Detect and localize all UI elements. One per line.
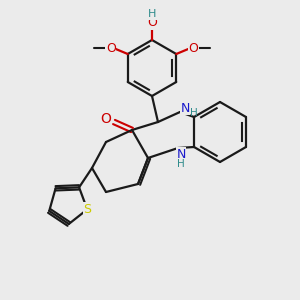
Text: N: N — [180, 101, 190, 115]
Text: O: O — [100, 112, 111, 126]
Text: O: O — [147, 16, 157, 29]
Text: N: N — [176, 148, 186, 160]
Text: H: H — [190, 108, 198, 118]
Text: H: H — [177, 159, 185, 169]
Text: O: O — [188, 41, 198, 55]
Text: S: S — [83, 203, 91, 216]
Text: O: O — [106, 41, 116, 55]
Text: H: H — [148, 9, 156, 19]
